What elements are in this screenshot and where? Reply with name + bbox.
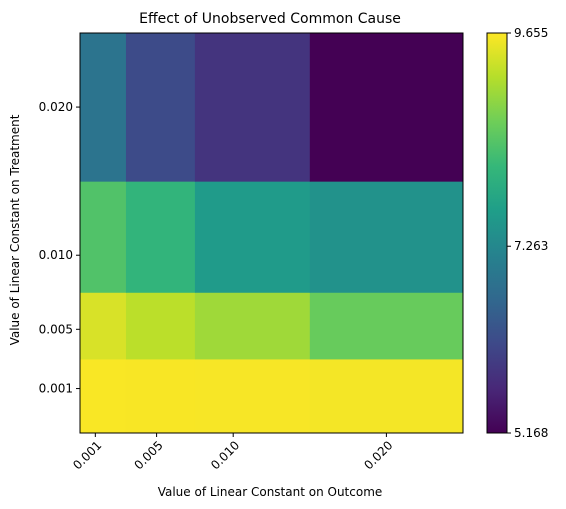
x-tick-label: 0.010 (208, 438, 242, 472)
heatmap-cell (80, 181, 127, 293)
heatmap-cell (80, 358, 127, 434)
x-axis-label: Value of Linear Constant on Outcome (158, 485, 383, 499)
heatmap-cell (80, 292, 127, 360)
x-axis-ticks: 0.001 0.005 0.010 0.020 (70, 433, 396, 472)
colorbar: 5.168 7.263 9.655 (486, 26, 548, 440)
heatmap-cells (80, 33, 464, 434)
y-axis-label: Value of Linear Constant on Treatment (8, 114, 22, 345)
heatmap-cell (194, 358, 311, 434)
heatmap-cell (125, 181, 196, 293)
heatmap-cell (194, 181, 311, 293)
y-axis-ticks: 0.001 0.005 0.010 0.020 (39, 100, 80, 396)
heatmap-cell (125, 33, 196, 182)
heatmap-cell (194, 33, 311, 182)
heatmap-cell (80, 33, 127, 182)
chart-title: Effect of Unobserved Common Cause (139, 11, 401, 27)
x-tick-label: 0.020 (361, 438, 395, 472)
x-tick-label: 0.005 (132, 438, 166, 472)
y-tick-label: 0.001 (39, 382, 73, 396)
colorbar-tick-label: 5.168 (514, 426, 548, 440)
y-tick-label: 0.020 (39, 100, 73, 114)
y-tick-label: 0.005 (39, 322, 73, 336)
heatmap-cell (125, 358, 196, 434)
heatmap-cell (194, 292, 311, 360)
colorbar-ticks: 5.168 7.263 9.655 (507, 26, 548, 440)
colorbar-tick-label: 7.263 (514, 239, 548, 253)
y-tick-label: 0.010 (39, 248, 73, 262)
plot-frame (79, 32, 464, 434)
heatmap-cell (125, 292, 196, 360)
heatmap-cell (309, 358, 464, 434)
colorbar-tick-label: 9.655 (514, 26, 548, 40)
x-tick-label: 0.001 (70, 438, 104, 472)
colorbar-gradient (486, 32, 508, 434)
heatmap-cell (309, 181, 464, 293)
heatmap-cell (309, 33, 464, 182)
heatmap-cell (309, 292, 464, 360)
